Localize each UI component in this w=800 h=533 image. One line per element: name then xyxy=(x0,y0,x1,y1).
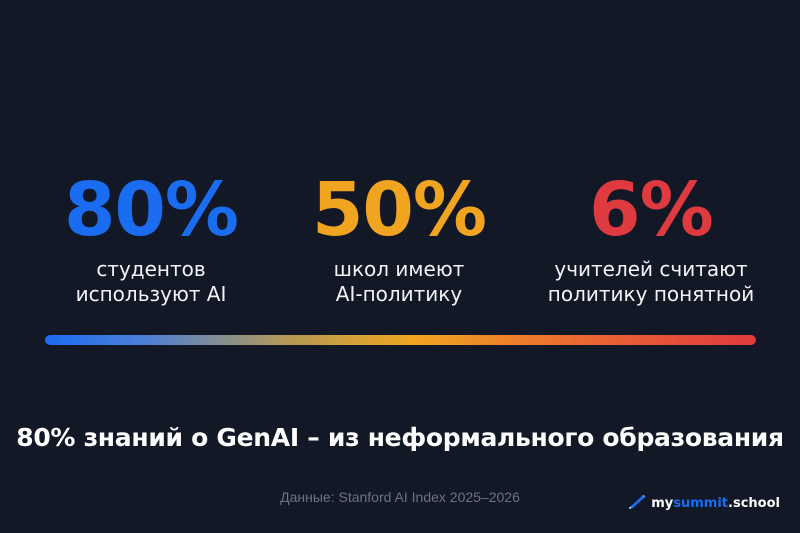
stat-label: школ имеют AI-политику xyxy=(269,257,529,307)
gradient-divider xyxy=(45,335,756,345)
stat-students: 80% студентов используют AI xyxy=(21,170,281,307)
stat-value: 80% xyxy=(63,167,239,253)
stat-teachers: 6% учителей считают политику понятной xyxy=(521,170,781,307)
stat-label-line: политику понятной xyxy=(547,282,755,306)
stat-label: студентов используют AI xyxy=(21,257,281,307)
stat-value: 6% xyxy=(589,167,714,253)
stat-label-line: AI-политику xyxy=(335,282,463,306)
stat-schools: 50% школ имеют AI-политику xyxy=(269,170,529,307)
logo-text-part: my xyxy=(651,495,674,511)
logo-text-part: summit xyxy=(673,495,729,511)
pen-icon xyxy=(627,494,647,511)
stat-label-line: студентов xyxy=(96,257,206,281)
stat-label-line: используют AI xyxy=(75,282,227,306)
stat-label-line: учителей считают xyxy=(554,257,748,281)
source-note: Данные: Stanford AI Index 2025–2026 xyxy=(280,489,520,505)
logo-text-part: .school xyxy=(728,495,780,511)
stats-row: 80% студентов используют AI 50% школ име… xyxy=(0,170,800,310)
stat-value: 50% xyxy=(311,167,487,253)
headline: 80% знаний о GenAI – из неформального об… xyxy=(16,423,784,452)
brand-logo: my summit .school xyxy=(627,493,780,513)
stat-label-line: школ имеют xyxy=(333,257,465,281)
stat-label: учителей считают политику понятной xyxy=(521,257,781,307)
